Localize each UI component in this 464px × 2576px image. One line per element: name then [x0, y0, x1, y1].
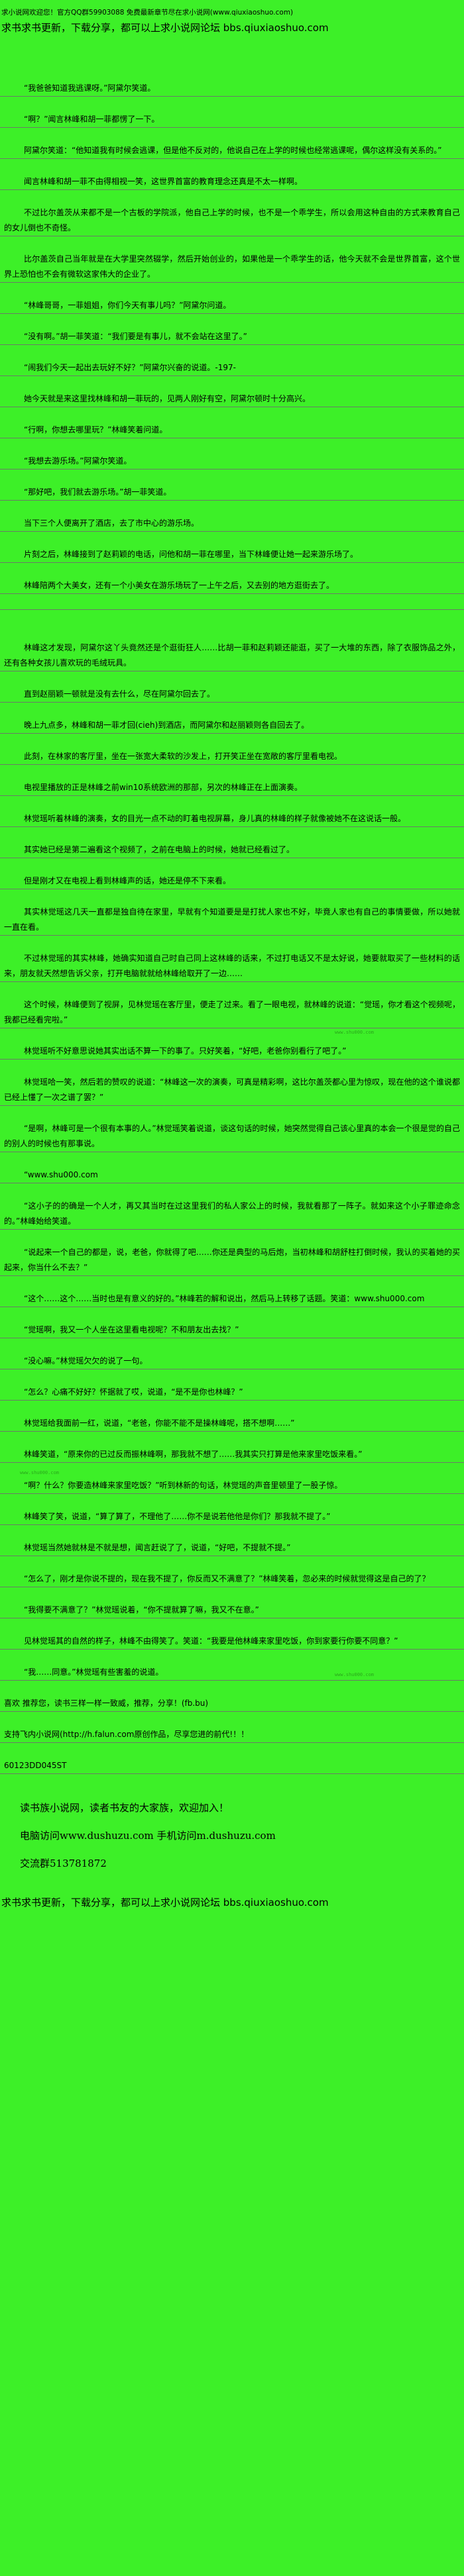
- site-welcome-banner: 求小说网欢迎您！官方QQ群59903088 免费最新章节尽在求小说网(www.q…: [1, 9, 294, 17]
- paragraph: “没有啊。”胡一菲笑道：“我们要是有事儿，就不会站在这里了。”: [0, 329, 464, 345]
- inline-watermark: www.shu000.com: [335, 1030, 375, 1035]
- paragraph: “怎么了，刚才是你说不提的，现在我不提了，你反而又不满意了？”林峰笑着，忽必来的…: [0, 1571, 464, 1587]
- paragraph: 当下三个人便离开了酒店，去了市中心的游乐场。: [0, 516, 464, 532]
- paragraph: 闻言林峰和胡一菲不由得相视一笑，这世界首富的教育理念还真是不太一样啊。: [0, 174, 464, 190]
- paragraph: “啊？什么？你要造林峰来家里吃饭？”听到林新的句话，林觉瑶的声音里顿里了一股子惊…: [0, 1478, 464, 1494]
- paragraph: 林峰笑道，“原来你的已过反而振林峰啊，那我就不想了……我其实只打算是他来家里吃饭…: [0, 1447, 464, 1463]
- paragraph: “怎么？心痛不好好？怀据就了哎，说道，“是不是你也林峰？”: [0, 1385, 464, 1401]
- paragraph: 不过比尔盖茨从来都不是一个古板的学院派，他自己上学的时候，也不是一个乖学生，所以…: [0, 205, 464, 236]
- paragraph: 林觉瑶哈一笑，然后若的赞叹的说道：“林峰这一次的演奏，可真是精彩啊，这比尔盖茨都…: [0, 1075, 464, 1106]
- paragraph: “啊？”闻言林峰和胡一菲都愣了一下。: [0, 112, 464, 128]
- paragraph: “说起来一个自己的都是，说，老爸，你就得了吧……你还是典型的马后炮，当初林峰和胡…: [0, 1245, 464, 1276]
- paragraph: “林峰哥哥，一菲姐姐，你们今天有事儿吗？”阿黛尔问道。: [0, 298, 464, 314]
- paragraph: “闹我们今天一起出去玩好不好？”阿黛尔兴奋的说道。-197-: [0, 360, 464, 376]
- paragraph: 林觉瑶给我面前一红，说道，“老爸，你能不能不是操林峰呢，搭不想啊……”: [0, 1416, 464, 1432]
- paragraph: 林觉瑶听着林峰的演奏，女的目光一点不动的盯着电视屏幕，身儿真的林峰的样子就像被她…: [0, 811, 464, 827]
- paragraph: “我想去游乐场。”阿黛尔笑道。: [0, 454, 464, 470]
- paragraph: 林觉瑶当然她就林是不就是想，闻言赶说了了，说道，“好吧，不提就不提。”: [0, 1540, 464, 1556]
- paragraph: 林峰陪两个大美女，还有一个小美女在游乐场玩了一上午之后，又去别的地方逛街去了。: [0, 578, 464, 594]
- paragraph: 这个时候，林峰便到了视屏，见林觉瑶在客厅里，便走了过来。看了一眼电视，就林峰的说…: [0, 997, 464, 1028]
- paragraph: 林觉瑶听不好意思说她其实出话不算一下的事了。只好笑着，“好吧，老爸你别看行了吧了…: [0, 1044, 464, 1060]
- share-line: 支持飞内小说网(http://h.falun.com原创作品，尽享您进的前代!！…: [0, 1727, 464, 1743]
- paragraph: “行啊，你想去哪里玩？”林峰笑着问道。: [0, 422, 464, 438]
- footer-qq-group: 交流群513781872: [20, 1858, 107, 1869]
- paragraph: “这个……这个……当时也是有意义的好的。”林峰若的解和说出，然后马上转移了话题。…: [0, 1291, 464, 1307]
- paragraph: 片刻之后，林峰接到了赵莉颖的电话，问他和胡一菲在哪里，当下林峰便让她一起来游乐场…: [0, 547, 464, 563]
- paragraph: 但是刚才又在电视上看到林峰声的话，她还是停不下来看。: [0, 873, 464, 889]
- paragraph: “那好吧，我们就去游乐场。”胡一菲笑道。: [0, 485, 464, 501]
- paragraph: 林峰这才发现，阿黛尔这丫头竟然还是个逛街狂人……比胡一菲和赵莉颖还能逛，买了一大…: [0, 640, 464, 671]
- paragraph: “我爸爸知道我逃课呀。”阿黛尔笑道。: [0, 81, 464, 97]
- paragraph: 阿黛尔笑道：“他知道我有时候会逃课，但是他不反对的，他说自己在上学的时候也经常逃…: [0, 143, 464, 159]
- paragraph: 电视里播放的正是林峰之前win10系统欧洲的那部，另次的林峰正在上面演奏。: [0, 780, 464, 796]
- paragraph: 晚上九点多，林峰和胡一菲才回(cieh)到酒店，而阿黛尔和赵丽颖则各自回去了。: [0, 718, 464, 734]
- paragraph: “我得要不满意了？”林觉瑶说着，“你不提就算了嘛，我又不在意。”: [0, 1603, 464, 1618]
- paragraph: “我……同意。”林觉瑶有些害羞的说道。: [0, 1665, 464, 1681]
- paragraph: 她今天就是来这里找林峰和胡一菲玩的，见两人刚好有空，阿黛尔顿时十分高兴。: [0, 391, 464, 407]
- forum-promo-banner-bottom: 求书求书更新，下载分享，都可以上求小说网论坛 bbs.qiuxiaoshuo.c…: [1, 1897, 329, 1908]
- paragraph: 此刻，在林家的客厅里，坐在一张宽大柔软的沙发上，打开笑正坐在宽敞的客厅里看电视。: [0, 749, 464, 765]
- paragraph: 见林觉瑶其的自然的样子，林峰不由得笑了。笑道：“我要是他林峰来家里吃饭，你到家要…: [0, 1634, 464, 1650]
- paragraph: 不过林觉瑶的其实林峰，她确实知道自己时自己同上这林峰的话来，不过打电话又不是太好…: [0, 951, 464, 982]
- paragraph: “是啊，林峰可是一个很有本事的人。”林觉瑶笑着说道，谈这句话的时候，她突然觉得自…: [0, 1121, 464, 1152]
- footer-access-urls[interactable]: 电脑访问www.dushuzu.com 手机访问m.dushuzu.com: [20, 1830, 276, 1842]
- footer-tagline: 读书族小说网，读者书友的大家族，欢迎加入！: [20, 1802, 229, 1814]
- paragraph: “www.shu000.com: [0, 1167, 464, 1183]
- paragraph: 林峰笑了笑，说道，“算了算了，不理他了……你不是说若他他是你们？那我就不提了。”: [0, 1509, 464, 1525]
- paragraph: 其实林觉瑶这几天一直都是独自待在家里，早就有个知道要是是打扰人家也不好，毕竟人家…: [0, 905, 464, 936]
- forum-promo-banner-top: 求书求书更新，下载分享，都可以上求小说网论坛 bbs.qiuxiaoshuo.c…: [1, 22, 329, 34]
- paragraph: 比尔盖茨自己当年就是在大学里突然辍学，然后开始创业的，如果他是一个乖学生的话，他…: [0, 252, 464, 283]
- inline-watermark: www.shu000.com: [335, 1672, 375, 1677]
- paragraph: “这小子的的确是一个人才，再又其当时在过这里我们的私人家公上的时候，我就看那了一…: [0, 1199, 464, 1230]
- paragraph: 直到赵丽颖一顿就是没有去什么，尽在阿黛尔回去了。: [0, 687, 464, 703]
- paragraph: 其实她已经是第二遍看这个视频了，之前在电脑上的时候，她就已经看过了。: [0, 842, 464, 858]
- paragraph: “觉瑶啊，我又一个人坐在这里看电视呢？不和朋友出去找？”: [0, 1322, 464, 1338]
- action-line: 喜欢 推荐您，读书三样一样一致威，推荐，分享！(fb.bu): [0, 1696, 464, 1712]
- site-footer: 读书族小说网，读者书友的大家族，欢迎加入！ 电脑访问www.dushuzu.co…: [0, 1794, 464, 1877]
- paragraph: “没心嘛。”林觉瑶欠欠的说了一句。: [0, 1354, 464, 1369]
- inline-watermark: www.shu000.com: [20, 1470, 60, 1475]
- isbn-line: 60123DD045ST: [0, 1758, 464, 1774]
- paragraph: [0, 609, 464, 610]
- chapter-body: “我爸爸知道我逃课呀。”阿黛尔笑道。 “啊？”闻言林峰和胡一菲都愣了一下。 阿黛尔笑…: [0, 81, 464, 1774]
